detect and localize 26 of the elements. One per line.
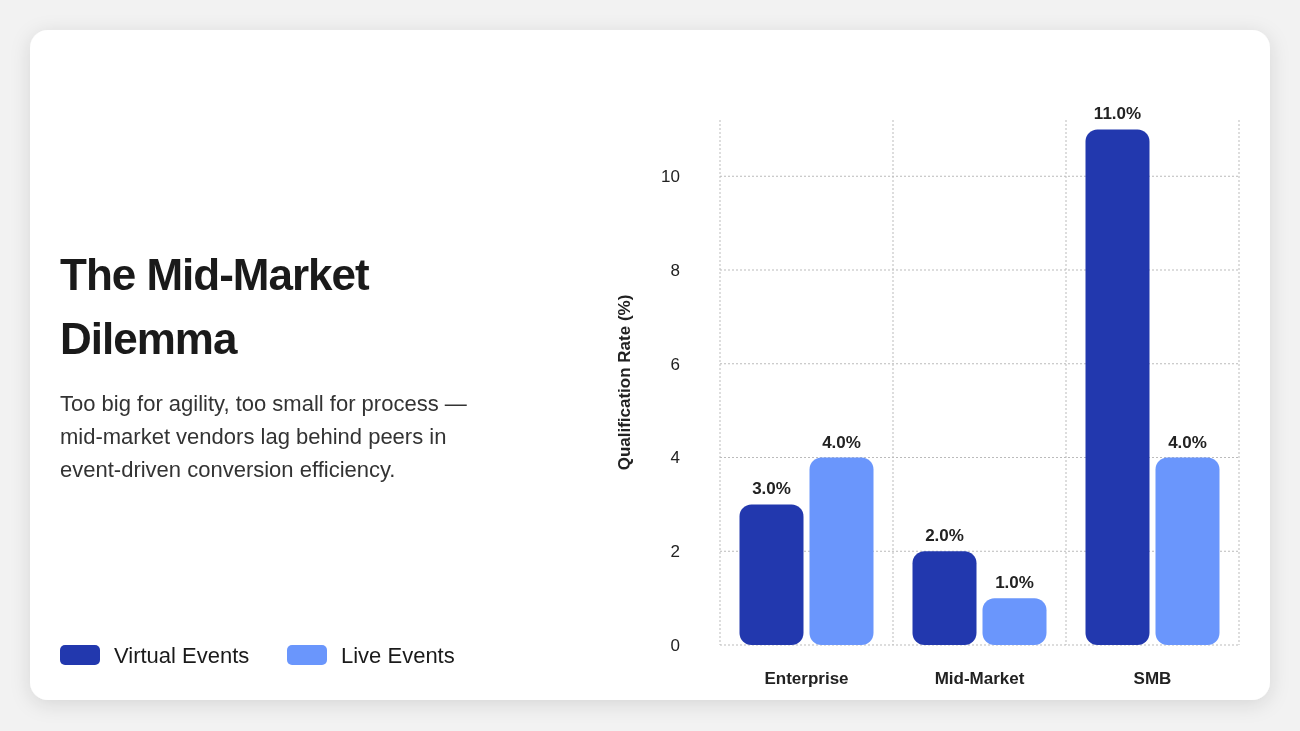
bar — [739, 504, 804, 645]
y-tick-label: 4 — [670, 448, 680, 468]
data-label: 1.0% — [995, 573, 1034, 593]
text: The Mid-Market Dilemma — [60, 250, 371, 363]
data-label: 4.0% — [1168, 432, 1207, 452]
bar — [1085, 129, 1150, 645]
y-axis-title: Qualification Rate (%) — [615, 294, 634, 471]
bar — [982, 598, 1047, 645]
x-tick-label: Enterprise — [764, 669, 849, 688]
data-label: 2.0% — [925, 526, 964, 546]
data-label: 3.0% — [752, 479, 791, 499]
bar — [809, 457, 874, 645]
bar — [912, 551, 977, 645]
x-tick-label: Mid-Market — [934, 669, 1025, 688]
y-tick-label: 10 — [661, 167, 680, 187]
data-label: 4.0% — [822, 432, 861, 452]
text: Too big for agility, too small for process — mid-market vendors lag behind peers in event-driven conversion efficiency. — [60, 391, 467, 482]
y-tick-label: 8 — [670, 260, 680, 280]
y-tick-label: 2 — [670, 542, 680, 562]
bar — [1155, 457, 1220, 645]
y-tick-label: 0 — [670, 635, 680, 655]
x-tick-label: SMB — [1133, 669, 1172, 688]
y-tick-label: 6 — [670, 354, 680, 374]
legend-label: Live Events — [341, 642, 455, 668]
legend-label: Virtual Events — [114, 642, 250, 668]
data-label: 11.0% — [1093, 104, 1142, 124]
